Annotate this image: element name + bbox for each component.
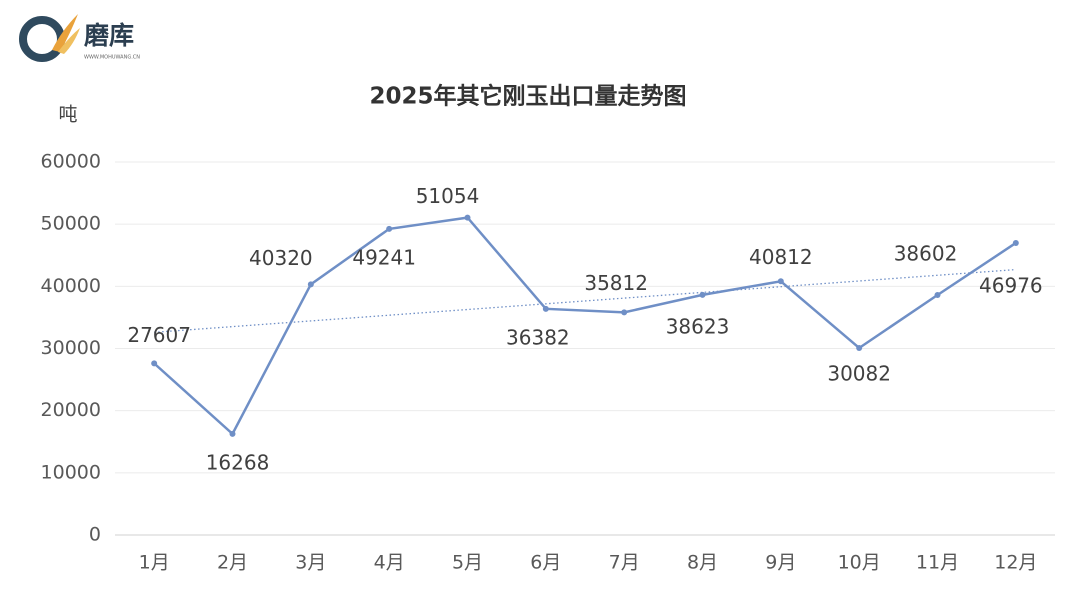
x-tick-label: 7月	[609, 552, 640, 574]
x-tick-label: 10月	[838, 552, 881, 574]
point	[856, 344, 863, 351]
logo-ring	[19, 16, 65, 62]
logo-name: 磨库	[84, 21, 134, 50]
value-label: 30082	[827, 361, 891, 385]
y-tick-label: 60000	[41, 151, 101, 173]
point	[229, 430, 236, 437]
value-label: 40812	[749, 245, 813, 269]
value-label: 36382	[506, 325, 570, 349]
point	[621, 309, 628, 316]
value-label: 35812	[584, 271, 648, 295]
x-tick-label: 3月	[295, 552, 326, 574]
point	[464, 214, 471, 221]
x-tick-label: 4月	[374, 552, 405, 574]
x-tick-label: 2月	[217, 552, 248, 574]
y-tick-label: 30000	[41, 337, 101, 359]
point	[934, 292, 941, 299]
chart-title: 2025年其它刚玉出口量走势图	[369, 83, 686, 110]
x-tick-label: 5月	[452, 552, 483, 574]
y-tick-label: 50000	[41, 213, 101, 235]
logo: 磨库 WWW.MOHUWANG.CN	[19, 14, 140, 62]
point	[151, 360, 158, 367]
y-tick-label: 20000	[41, 399, 101, 421]
point	[307, 281, 314, 288]
x-tick-label: 9月	[765, 552, 796, 574]
x-tick-label: 1月	[139, 552, 170, 574]
point	[542, 305, 549, 312]
value-label: 38623	[666, 314, 730, 338]
value-label: 49241	[352, 245, 416, 269]
logo-flame	[52, 14, 78, 52]
point	[699, 291, 706, 298]
value-label: 46976	[979, 273, 1043, 297]
x-tick-label: 8月	[687, 552, 718, 574]
logo-url: WWW.MOHUWANG.CN	[84, 55, 140, 61]
x-tick-label: 11月	[916, 552, 959, 574]
value-label: 16268	[206, 450, 270, 474]
y-tick-label: 40000	[41, 275, 101, 297]
point	[1012, 239, 1019, 246]
logo-flame	[58, 28, 80, 54]
point	[777, 278, 784, 285]
y-tick-label: 0	[89, 524, 101, 546]
line	[153, 216, 1017, 436]
x-tick-label: 12月	[994, 552, 1037, 574]
y-axis-label: 吨	[58, 104, 77, 126]
value-label: 27607	[127, 323, 191, 347]
point	[386, 225, 393, 232]
value-label: 40320	[249, 246, 313, 270]
value-label: 38602	[894, 242, 958, 266]
value-label: 51054	[416, 184, 480, 208]
y-tick-label: 10000	[41, 461, 101, 483]
x-tick-label: 6月	[530, 552, 561, 574]
